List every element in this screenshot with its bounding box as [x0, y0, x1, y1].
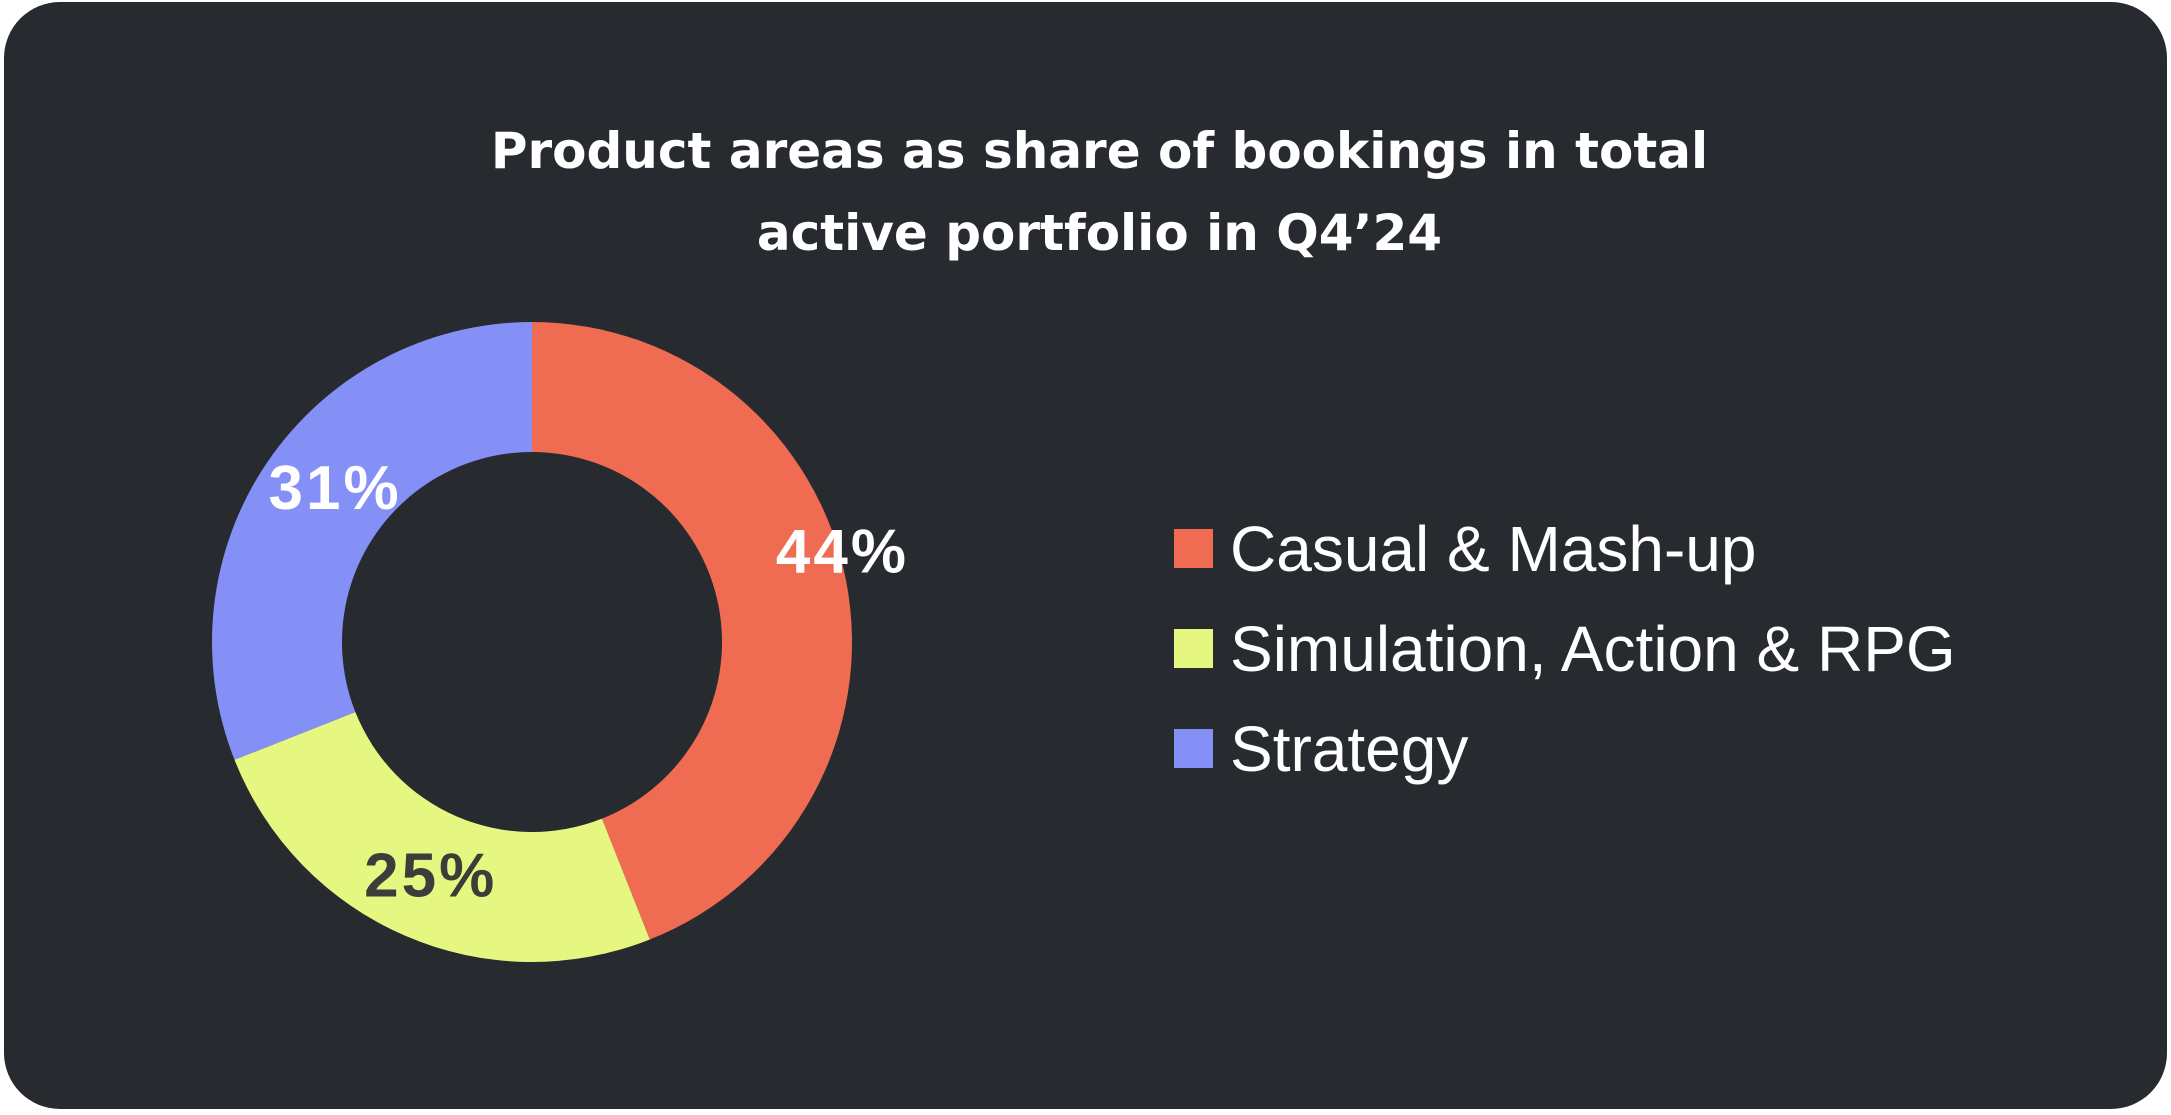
- chart-title-line-1: Product areas as share of bookings in to…: [490, 122, 1709, 180]
- legend-swatch-casual-mashup: [1174, 529, 1213, 568]
- legend-label-simulation-action-rpg: Simulation, Action & RPG: [1230, 613, 1956, 685]
- legend-swatch-strategy: [1174, 729, 1213, 768]
- legend-label-strategy: Strategy: [1230, 713, 1469, 785]
- chart-title: Product areas as share of bookings in to…: [4, 110, 2167, 274]
- slice-label-casual-mashup: 44%: [776, 518, 909, 587]
- legend-swatch-simulation-action-rpg: [1174, 629, 1213, 668]
- slice-simulation-action-rpg: [234, 711, 650, 962]
- slice-casual-mashup: [532, 322, 853, 940]
- chart-title-line-2: active portfolio in Q4’24: [756, 204, 1443, 262]
- legend-label-casual-mashup: Casual & Mash-up: [1230, 513, 1757, 585]
- slice-strategy: [211, 322, 532, 760]
- chart-card: Product areas as share of bookings in to…: [4, 2, 2167, 1109]
- donut-chart: 44% 25% 31%: [211, 322, 909, 962]
- slice-label-simulation-action-rpg: 25%: [364, 842, 497, 911]
- slice-label-strategy: 31%: [269, 454, 402, 523]
